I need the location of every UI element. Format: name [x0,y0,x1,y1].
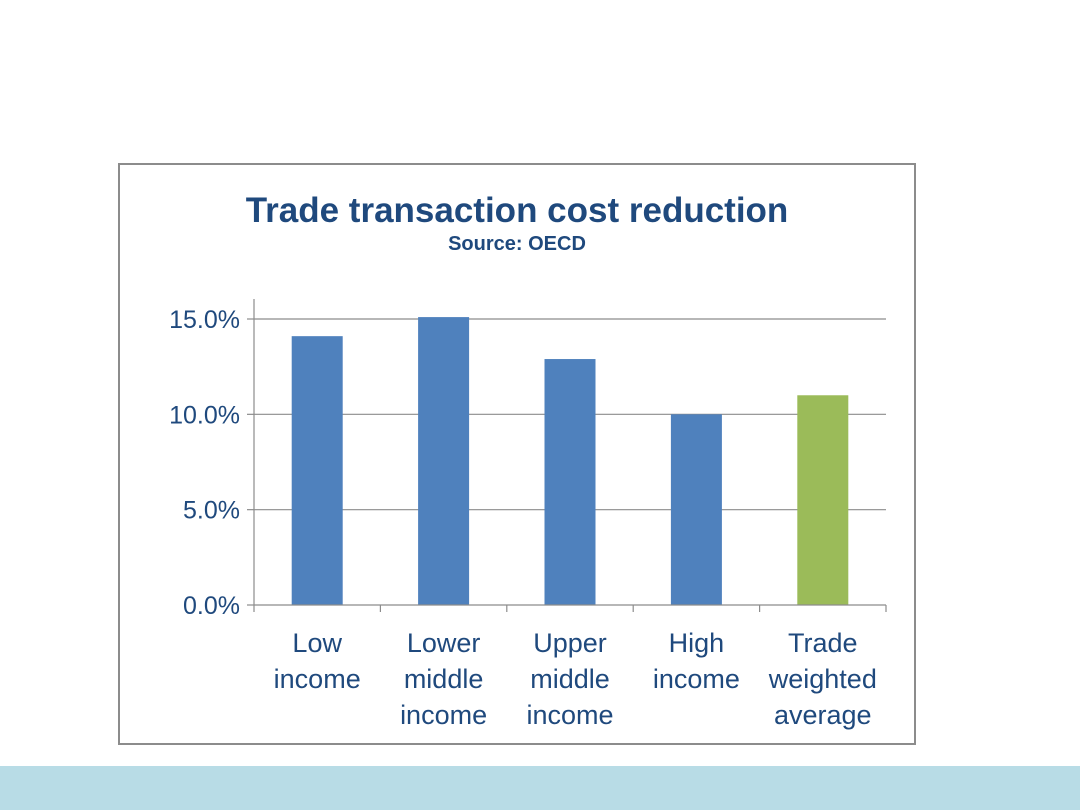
y-tick-label: 5.0% [183,497,240,525]
bar [291,336,343,605]
chart-title: Trade transaction cost reduction [245,191,789,230]
y-tick-labels: 0.0% 5.0% 10.0% 15.0% [169,306,240,620]
axes [247,299,887,612]
bar [544,359,596,605]
bar-chart: 0.0% 5.0% 10.0% 15.0% Low income Lower middle i… [169,299,887,730]
y-tick-label: 15.0% [169,306,240,334]
bar [418,317,470,605]
x-category-label: High income [653,628,740,694]
chart-frame: Trade transaction cost reduction Source:… [118,163,916,745]
bar [797,395,849,605]
x-category-label: Low income [274,628,361,694]
bar [670,414,722,605]
x-category-label: Trade weighted average [768,628,877,730]
y-tick-label: 0.0% [183,592,240,620]
x-tick-labels: Low income Lower middle income Upper middle inc… [274,628,877,730]
bars [291,317,849,605]
chart-subtitle: Source: OECD [448,233,586,255]
x-category-label: Upper middle income [526,628,613,730]
y-tick-label: 10.0% [169,401,240,429]
x-category-label: Lower middle income [400,628,487,730]
footer-band [0,766,1080,810]
